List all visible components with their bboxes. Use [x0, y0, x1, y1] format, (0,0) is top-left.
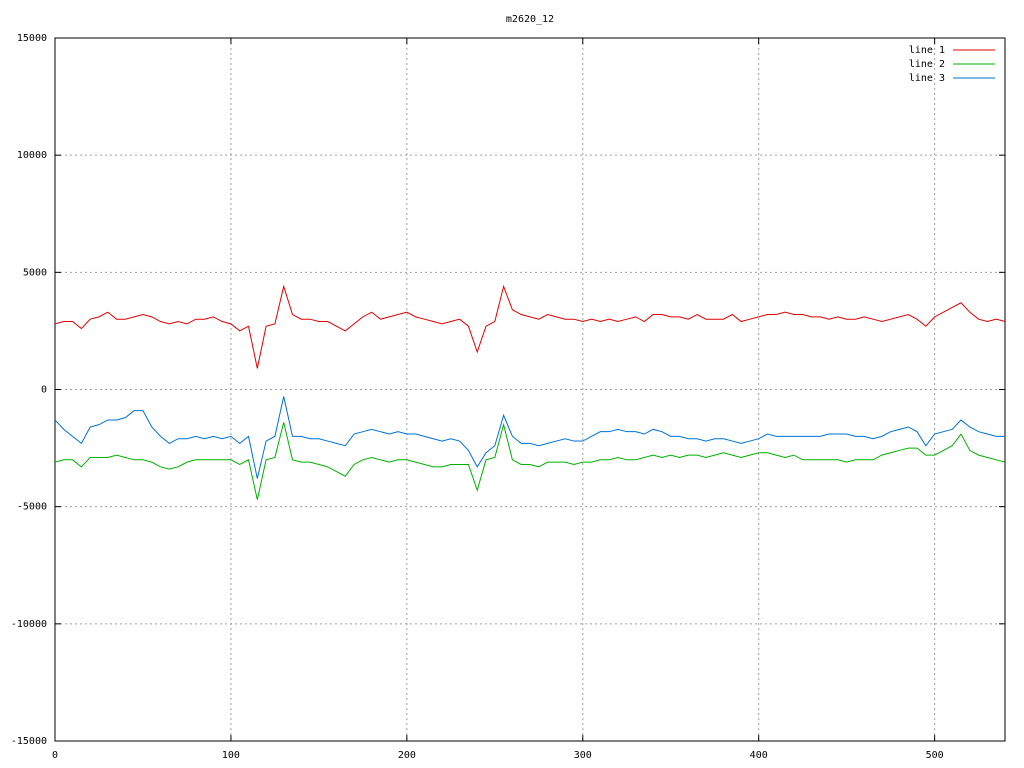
x-tick-label: 500 [926, 750, 944, 761]
y-tick-label: -5000 [17, 502, 47, 513]
y-tick-label: 5000 [23, 267, 47, 278]
plot-frame [54, 37, 1006, 742]
data-line [54, 422, 1006, 500]
data-line [54, 396, 1005, 479]
y-tick-label: 0 [41, 385, 47, 396]
y-tick-label: -10000 [11, 619, 47, 630]
x-tick-label: 100 [222, 750, 240, 761]
x-tick-label: 300 [574, 750, 592, 761]
x-tick-label: 0 [52, 750, 58, 761]
x-tick-label: 200 [398, 750, 416, 761]
data-line [54, 284, 1006, 369]
legend-label: line 3 [909, 73, 945, 84]
y-tick-label: -15000 [11, 736, 47, 747]
chart-title: m2620_12 [506, 14, 554, 25]
legend-label: line 2 [909, 59, 945, 70]
y-tick-label: 15000 [17, 33, 47, 44]
y-tick-label: 10000 [17, 150, 47, 161]
legend-label: line 1 [909, 45, 945, 56]
x-tick-label: 400 [750, 750, 768, 761]
